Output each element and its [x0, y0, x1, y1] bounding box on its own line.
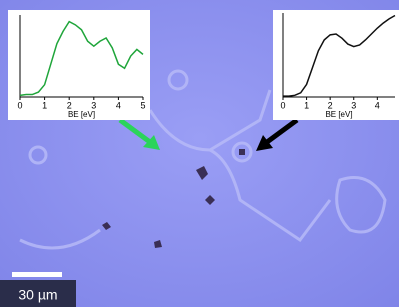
x-tick-label: 2	[328, 100, 333, 110]
x-tick-label: 4	[116, 100, 121, 110]
scale-bar	[12, 272, 62, 277]
scale-bar-label: 30 µm	[18, 287, 57, 303]
x-tick-label: 5	[140, 100, 145, 110]
x-tick-label: 3	[91, 100, 96, 110]
page: 30 µm 012345BE [eV]01234BE [eV] (() => {…	[0, 0, 399, 307]
x-tick-label: 1	[42, 100, 47, 110]
x-tick-label: 3	[351, 100, 356, 110]
x-tick-label: 0	[280, 100, 285, 110]
inset-chart: 0 1 2 3 4 BE [eV]	[273, 10, 399, 120]
x-tick-label: 0	[17, 100, 22, 110]
x-axis-label: BE [eV]	[325, 110, 352, 119]
inset-background	[8, 10, 150, 120]
x-axis-label: BE [eV]	[68, 110, 95, 119]
figure: 30 µm 0 1 2 3 4 5 BE [eV] 0 1 2 3 4 BE [eV]	[0, 0, 399, 307]
x-tick-label: 4	[375, 100, 380, 110]
x-tick-label: 1	[304, 100, 309, 110]
inset-chart: 0 1 2 3 4 5 BE [eV]	[8, 10, 150, 120]
x-tick-label: 2	[67, 100, 72, 110]
